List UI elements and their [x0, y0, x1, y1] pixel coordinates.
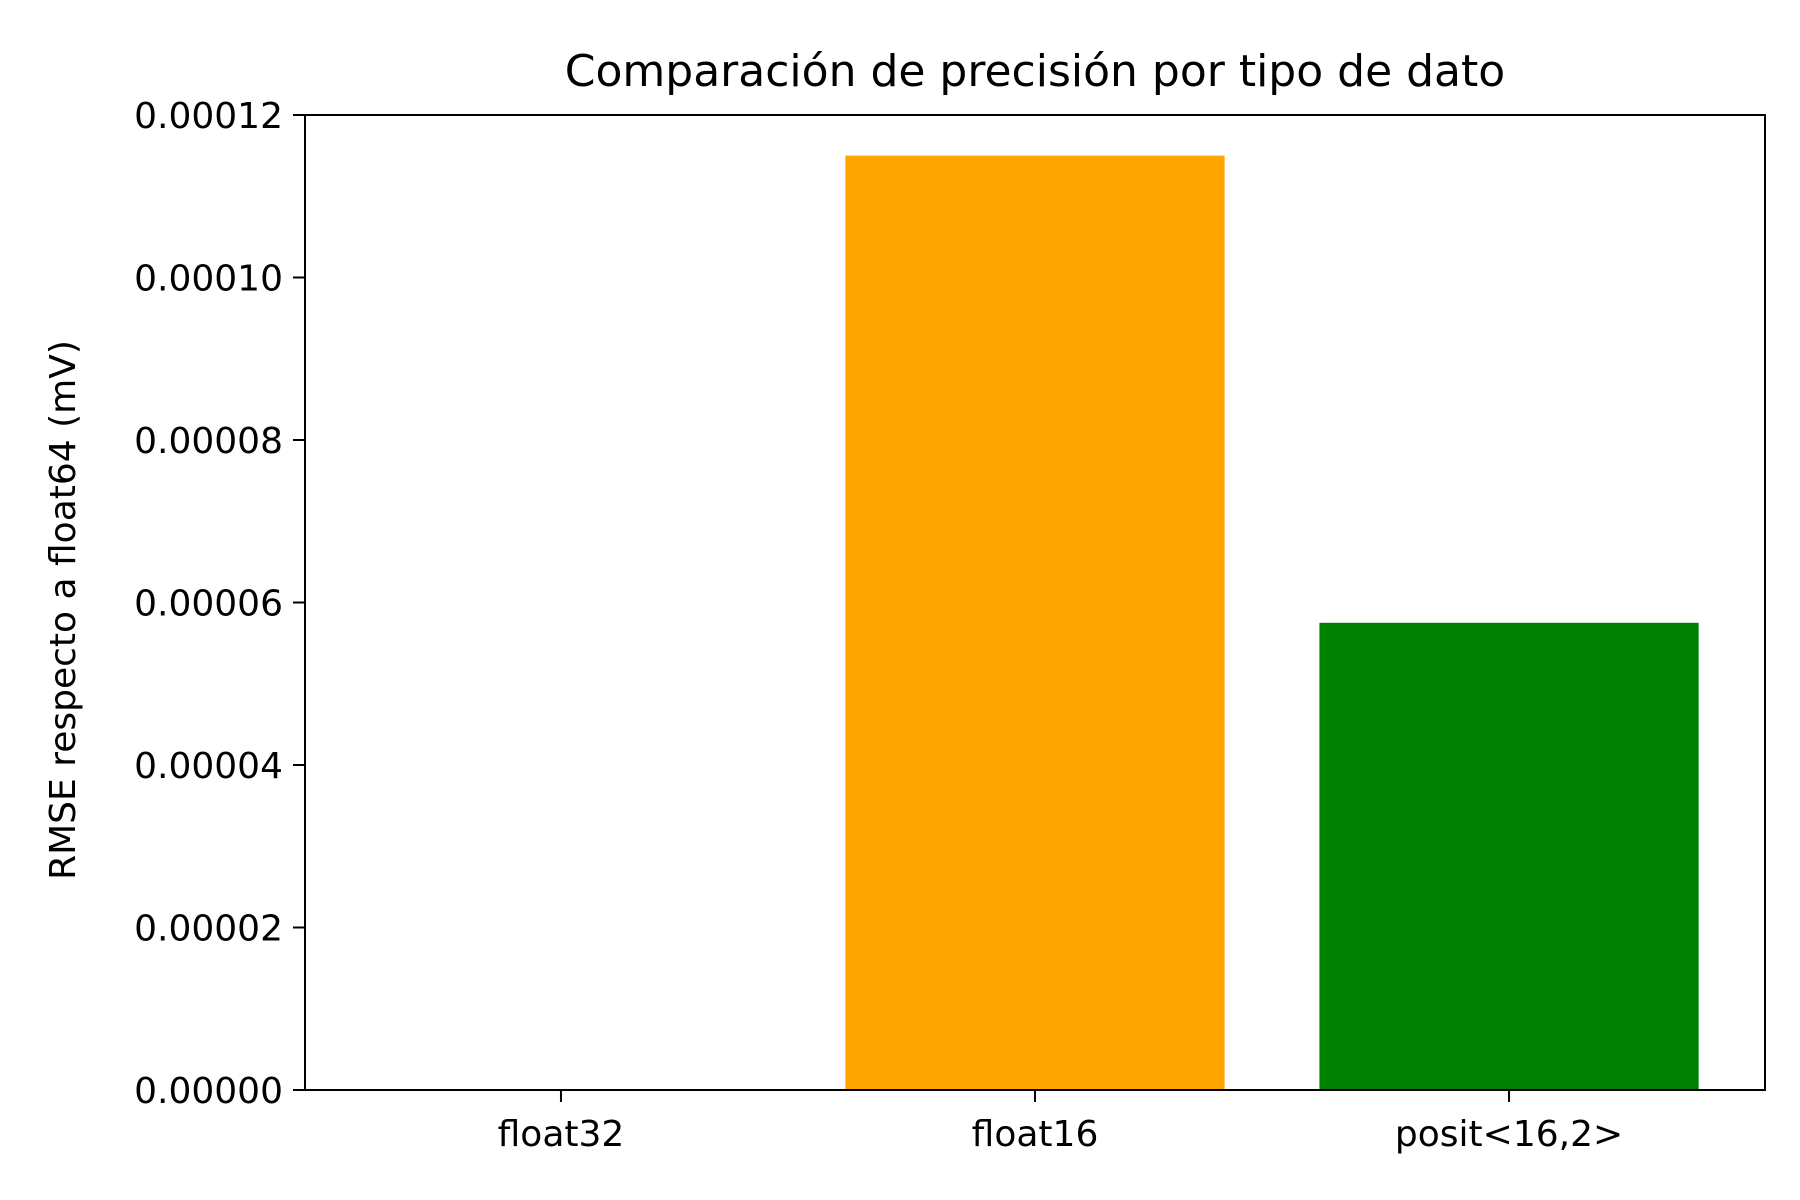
y-tick-label: 0.00002 [134, 909, 283, 950]
x-axis-ticks: float32 float16 posit<16,2> [498, 1090, 1623, 1155]
y-tick-label: 0.00012 [134, 96, 283, 137]
chart-title: Comparación de precisión por tipo de dat… [565, 46, 1505, 97]
y-tick-label: 0.00004 [134, 746, 283, 787]
plot-frame [304, 114, 1766, 1091]
y-tick-label: 0.00000 [134, 1071, 283, 1112]
bar-float16 [845, 155, 1225, 1090]
bar-posit-16-2- [1319, 622, 1699, 1090]
bars-layer [371, 155, 1699, 1090]
y-tick-label: 0.00006 [134, 584, 283, 625]
y-axis-ticks: 0.00000 0.00002 0.00004 0.00006 0.00008 0.000… [134, 96, 305, 1112]
x-tick-label: posit<16,2> [1395, 1114, 1623, 1155]
y-axis-label: RMSE respecto a float64 (mV) [43, 340, 84, 880]
y-tick-label: 0.00008 [134, 421, 283, 462]
x-tick-label: float16 [972, 1114, 1099, 1155]
y-tick-label: 0.00010 [134, 259, 283, 300]
x-tick-label: float32 [498, 1114, 625, 1155]
